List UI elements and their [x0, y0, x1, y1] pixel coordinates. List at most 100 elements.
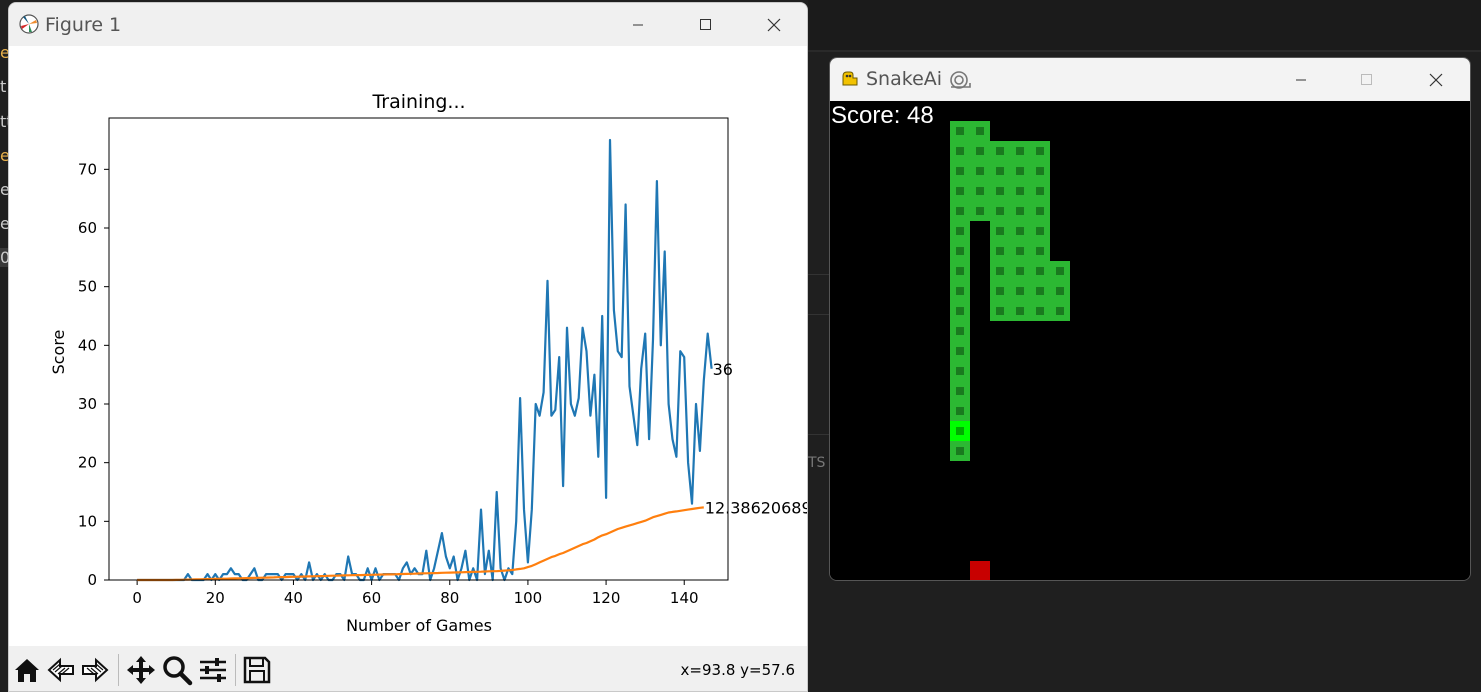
- figure-titlebar[interactable]: Figure 1: [9, 3, 807, 46]
- y-tick-label: 40: [78, 336, 97, 354]
- pygame-icon: [842, 71, 858, 86]
- food-pellet: [970, 561, 990, 580]
- y-tick-label: 60: [78, 219, 97, 237]
- snake-segment: [990, 201, 1010, 221]
- snake-segment: [950, 201, 970, 221]
- snake-segment: [950, 301, 970, 321]
- snake-segment: [950, 361, 970, 381]
- score-end-label: 36: [713, 360, 733, 379]
- x-tick-label: 140: [670, 589, 699, 607]
- snake-segment: [950, 121, 970, 141]
- bg-fragment: 0: [0, 248, 8, 267]
- snake-segment: [950, 281, 970, 301]
- y-tick-label: 30: [78, 395, 97, 413]
- maximize-button[interactable]: [1344, 66, 1390, 94]
- background-editor-right: TS: [808, 272, 830, 522]
- snake-window-title: SnakeAi: [866, 68, 943, 90]
- snake-segment: [950, 441, 970, 461]
- bg-fragment: t: [0, 77, 7, 96]
- snake-segment: [950, 141, 970, 161]
- save-icon[interactable]: [241, 654, 273, 686]
- minimize-button[interactable]: [1278, 66, 1324, 94]
- snake-segment: [1010, 141, 1030, 161]
- snake-segment: [1050, 281, 1070, 301]
- snake-segment: [1030, 201, 1050, 221]
- snake-segment: [970, 121, 990, 141]
- configure-icon[interactable]: [197, 654, 229, 686]
- bg-fragment: er: [0, 180, 8, 199]
- snake-segment: [950, 221, 970, 241]
- close-button[interactable]: [751, 11, 797, 39]
- bg-fragment: tt: [0, 112, 8, 131]
- background-editor-left: e t tt e er e 0: [0, 0, 8, 692]
- snake-segment: [1010, 201, 1030, 221]
- x-tick-label: 100: [514, 589, 543, 607]
- zoom-icon[interactable]: [161, 654, 193, 686]
- snake-segment: [990, 281, 1010, 301]
- snake-segment: [1030, 161, 1050, 181]
- snake-segment: [950, 241, 970, 261]
- snake-segment: [1030, 221, 1050, 241]
- background-editor-tabs: [808, 0, 1481, 50]
- snake-segment: [970, 201, 990, 221]
- close-button[interactable]: [1413, 66, 1459, 94]
- x-tick-label: 20: [206, 589, 225, 607]
- bg-fragment: e: [0, 43, 8, 62]
- x-axis-label: Number of Games: [346, 616, 492, 635]
- snake-segment: [1010, 161, 1030, 181]
- pan-icon[interactable]: [125, 654, 157, 686]
- snake-segment: [990, 241, 1010, 261]
- snake-titlebar[interactable]: SnakeAi: [830, 58, 1470, 101]
- snake-segment: [1010, 301, 1030, 321]
- y-tick-label: 0: [87, 571, 97, 589]
- y-tick-label: 10: [78, 512, 97, 530]
- mean-score-end-label: 12.38620689: [705, 498, 808, 517]
- chart-title: Training...: [371, 91, 465, 113]
- bg-fragment: e: [0, 214, 8, 233]
- snake-segment: [1050, 301, 1070, 321]
- snake-segment: [950, 261, 970, 281]
- snake-segment: [990, 141, 1010, 161]
- minimize-button[interactable]: [615, 11, 661, 39]
- mean-score-series-line: [137, 506, 704, 582]
- plot-toolbar: x=93.8 y=57.6: [9, 646, 807, 691]
- snake-segment: [1030, 241, 1050, 261]
- snake-segment: [990, 261, 1010, 281]
- snake-segment: [950, 321, 970, 341]
- plot-frame: [108, 117, 729, 581]
- snake-segment: [950, 341, 970, 361]
- game-board[interactable]: Score: 48: [830, 101, 1470, 580]
- forward-icon[interactable]: [79, 654, 111, 686]
- bg-fragment: TS: [808, 455, 826, 471]
- snake-segment: [1010, 221, 1030, 241]
- home-icon[interactable]: [11, 654, 43, 686]
- snake-segment: [1010, 261, 1030, 281]
- score-series-line: [137, 138, 713, 582]
- snake-segment: [1010, 281, 1030, 301]
- snake-segment: [950, 181, 970, 201]
- x-tick-label: 0: [132, 589, 142, 607]
- snake-segment: [1010, 181, 1030, 201]
- matplotlib-icon: [19, 14, 39, 34]
- y-tick-label: 20: [78, 454, 97, 472]
- y-tick-label: 70: [78, 160, 97, 178]
- snake-head: [950, 421, 970, 441]
- snake-segment: [950, 161, 970, 181]
- training-chart: Training... Number of Games Score 0 20 40 6…: [49, 91, 808, 635]
- snake-segment: [1030, 261, 1050, 281]
- snake-segment: [990, 301, 1010, 321]
- snake-segment: [1030, 181, 1050, 201]
- figure-window-title: Figure 1: [45, 14, 122, 36]
- coordinate-readout: x=93.8 y=57.6: [680, 661, 795, 679]
- snake-segment: [970, 161, 990, 181]
- maximize-button[interactable]: [683, 11, 729, 39]
- back-icon[interactable]: [45, 654, 77, 686]
- snake-segment: [1030, 281, 1050, 301]
- y-axis-label: Score: [49, 330, 68, 375]
- x-tick-label: 60: [362, 589, 381, 607]
- snake-window: SnakeAi Score: 48: [829, 57, 1471, 581]
- y-tick-label: 50: [78, 278, 97, 296]
- snake-segment: [1030, 141, 1050, 161]
- plot-canvas[interactable]: Training... Number of Games Score 0 20 40 6…: [9, 46, 808, 646]
- snake-segment: [990, 161, 1010, 181]
